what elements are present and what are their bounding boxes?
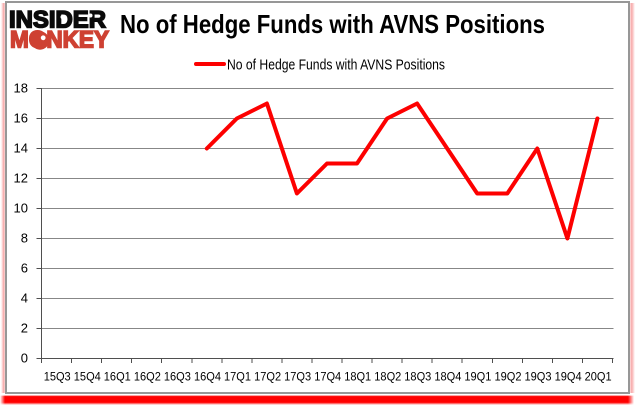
svg-text:18Q4: 18Q4 [434,370,461,384]
svg-text:19Q4: 19Q4 [555,370,582,384]
svg-text:6: 6 [21,261,28,276]
svg-text:17Q2: 17Q2 [254,370,281,384]
svg-text:INSIDER: INSIDER [9,7,106,34]
svg-text:4: 4 [21,291,28,306]
svg-text:16Q3: 16Q3 [164,370,191,384]
svg-text:8: 8 [21,231,28,246]
svg-text:18Q1: 18Q1 [344,370,371,384]
svg-text:17Q3: 17Q3 [284,370,311,384]
svg-text:18: 18 [14,81,28,96]
svg-text:19Q3: 19Q3 [525,370,552,384]
svg-text:16Q1: 16Q1 [104,370,131,384]
svg-text:MONKEY: MONKEY [10,27,109,54]
svg-text:0: 0 [21,351,28,366]
svg-text:16: 16 [14,111,28,126]
svg-text:15Q4: 15Q4 [74,370,101,384]
svg-text:20Q1: 20Q1 [585,370,612,384]
svg-text:19Q1: 19Q1 [464,370,491,384]
svg-text:No of Hedge Funds with AVNS Po: No of Hedge Funds with AVNS Positions [120,9,545,39]
svg-text:18Q2: 18Q2 [374,370,401,384]
svg-text:16Q4: 16Q4 [194,370,221,384]
svg-text:19Q2: 19Q2 [495,370,522,384]
svg-text:2: 2 [21,321,28,336]
svg-text:12: 12 [14,171,28,186]
svg-text:18Q3: 18Q3 [404,370,431,384]
svg-text:10: 10 [14,201,28,216]
svg-text:15Q3: 15Q3 [44,370,71,384]
svg-text:17Q4: 17Q4 [314,370,341,384]
svg-text:17Q1: 17Q1 [224,370,251,384]
svg-text:16Q2: 16Q2 [134,370,161,384]
svg-text:14: 14 [14,141,28,156]
svg-text:No of Hedge Funds with AVNS Po: No of Hedge Funds with AVNS Positions [227,58,445,74]
